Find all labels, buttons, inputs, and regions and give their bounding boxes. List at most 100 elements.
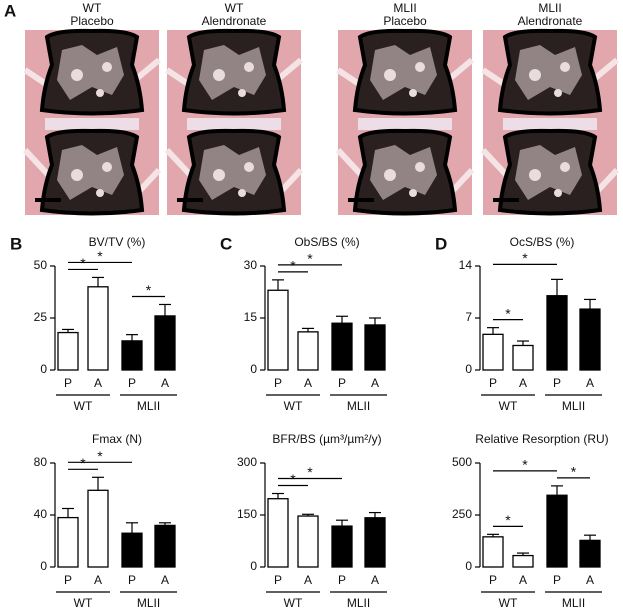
x-tick-label: A [304,376,312,390]
x-tick-label: A [304,573,312,587]
x-tick-label: P [338,573,346,587]
bar [297,515,319,568]
y-tick-label: 0 [40,559,47,573]
significance-label: * [80,455,86,471]
chart-title: Fmax (N) [92,432,142,446]
chart-title: ObS/BS (%) [294,235,359,249]
y-tick-label: 25 [34,310,48,324]
bar [331,322,353,371]
significance-label: * [97,248,103,264]
significance-label: * [571,464,577,480]
group-label: WT [284,399,303,413]
panel-label: C [220,234,232,253]
bar [512,344,534,371]
x-tick-label: A [94,376,102,390]
y-tick-label: 300 [237,455,257,469]
x-tick-label: A [371,573,379,587]
image-label: Placebo [70,14,114,28]
y-tick-label: 0 [250,559,257,573]
x-tick-label: P [489,376,497,390]
group-label: WT [284,596,303,609]
x-tick-label: A [94,573,102,587]
panel-label: D [435,234,447,253]
x-tick-label: A [586,376,594,390]
bar [364,517,386,568]
micrograph [25,30,159,215]
x-tick-label: P [338,376,346,390]
bar [297,331,319,371]
group-label: MLII [562,596,585,609]
image-label: MLII [393,1,416,15]
bar [364,324,386,371]
significance-label: * [505,512,511,528]
group-label: WT [499,596,518,609]
group-label: MLII [347,596,370,609]
y-tick-label: 30 [244,258,258,272]
image-label: WT [83,1,102,15]
x-tick-label: P [274,573,282,587]
micrograph [483,30,617,215]
bar [267,289,289,371]
bar [546,295,568,371]
bar [267,498,289,568]
bar [482,536,504,568]
image-label: MLII [538,1,561,15]
x-tick-label: A [371,376,379,390]
y-tick-label: 0 [465,362,472,376]
x-tick-label: A [161,376,169,390]
y-tick-label: 80 [34,455,48,469]
y-tick-label: 0 [40,362,47,376]
group-label: WT [74,596,93,609]
bar [579,308,601,371]
panel-label: B [10,234,22,253]
image-label: Alendronate [518,14,583,28]
x-tick-label: P [128,376,136,390]
x-tick-label: P [489,573,497,587]
chart-title: Relative Resorption (RU) [475,432,608,446]
bar [579,539,601,568]
significance-label: * [290,258,296,274]
significance-label: * [146,282,152,298]
y-tick-label: 500 [452,455,472,469]
y-tick-label: 150 [237,507,257,521]
x-tick-label: P [553,573,561,587]
chart-title: BFR/BS (µm³/µm²/y) [272,432,381,446]
bar [87,489,109,568]
x-tick-label: P [128,573,136,587]
y-tick-label: 15 [244,310,258,324]
chart-title: OcS/BS (%) [510,235,575,249]
bar [154,524,176,568]
bar [121,340,143,371]
significance-label: * [307,464,313,480]
y-tick-label: 14 [459,258,473,272]
x-tick-label: P [64,376,72,390]
image-label: Alendronate [202,14,267,28]
bar [512,554,534,568]
significance-label: * [80,255,86,271]
panel-label: A [4,1,16,20]
x-tick-label: A [519,376,527,390]
significance-label: * [97,448,103,464]
significance-label: * [522,457,528,473]
x-tick-label: P [553,376,561,390]
bar [57,331,79,371]
significance-label: * [290,471,296,487]
group-label: MLII [137,399,160,413]
bar [482,333,504,371]
significance-label: * [522,250,528,266]
group-label: WT [74,399,93,413]
group-label: MLII [347,399,370,413]
micrograph [167,30,301,215]
y-tick-label: 250 [452,507,472,521]
bar [546,494,568,568]
bar [57,516,79,568]
bar [154,315,176,371]
y-tick-label: 40 [34,507,48,521]
group-label: MLII [137,596,160,609]
y-tick-label: 7 [465,310,472,324]
group-label: WT [499,399,518,413]
bar [87,286,109,371]
image-label: Placebo [383,14,427,28]
significance-label: * [505,305,511,321]
